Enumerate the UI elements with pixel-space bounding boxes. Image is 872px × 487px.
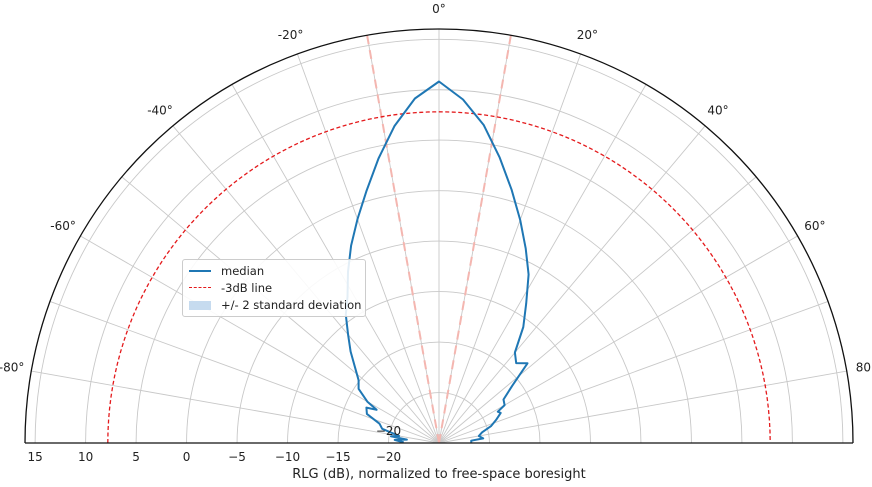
legend-item-std: +/- 2 standard deviation: [189, 297, 361, 313]
angular-grid-line: [438, 235, 798, 444]
angular-grid-line: [438, 176, 757, 444]
angular-grid-line: [31, 370, 440, 444]
polar-grid: [25, 29, 853, 444]
angle-tick-label: -40°: [147, 104, 173, 118]
radial-tick-label: 5: [132, 450, 140, 464]
reference-lines: [366, 35, 512, 444]
reference-line: [366, 35, 440, 444]
angle-tick-label: -20°: [278, 28, 304, 42]
legend-key-3db-line: [189, 282, 211, 294]
angle-tick-label: 60°: [804, 219, 825, 233]
legend-label-std: +/- 2 standard deviation: [221, 298, 362, 312]
outer-arc: [24, 28, 854, 444]
series-layer: [107, 80, 771, 444]
angle-tick-label: 40°: [707, 104, 728, 118]
polar-frame: [24, 28, 854, 444]
angular-grid-line: [438, 370, 847, 444]
angular-grid-line: [296, 53, 440, 444]
radial-tick-label: −15: [325, 450, 350, 464]
angle-tick-label: -60°: [50, 219, 76, 233]
legend-key-median: [189, 265, 211, 277]
radial-tick-label: 15: [27, 450, 42, 464]
series-3db-line: [107, 111, 771, 444]
legend-item-3db-line: -3dB line: [189, 280, 272, 296]
tick-labels: -80° -60° -40° -20° 0° 20° 40° 60° 80° 15 10 5 0 −5 −1…: [0, 2, 872, 464]
radial-tick-label: −20: [376, 450, 401, 464]
angular-grid-line: [438, 84, 647, 444]
angle-tick-label: -80°: [0, 361, 24, 375]
radial-tick-label-center: −20: [376, 424, 401, 438]
legend: median -3dB line +/- 2 standard deviatio…: [182, 259, 366, 317]
series-median-line: [344, 80, 530, 444]
legend-label-3db-line: -3dB line: [221, 281, 273, 295]
radial-tick-label: −10: [275, 450, 300, 464]
angular-grid-line: [438, 300, 829, 444]
angle-tick-label: 20°: [577, 28, 598, 42]
radial-tick-label: −5: [228, 450, 246, 464]
angle-tick-label: 0°: [432, 2, 446, 16]
legend-key-std: [189, 300, 211, 310]
angular-grid-line: [80, 235, 440, 444]
reference-line: [438, 35, 512, 444]
angular-grid-line: [438, 125, 706, 444]
radial-tick-label: 10: [78, 450, 93, 464]
angular-grid-line: [438, 53, 582, 444]
x-axis-label: RLG (dB), normalized to free-space bores…: [292, 467, 585, 482]
legend-label-median: median: [221, 264, 265, 278]
legend-item-median: median: [189, 263, 264, 279]
angle-tick-label: 80°: [856, 361, 872, 375]
radial-tick-label: 0: [183, 450, 191, 464]
